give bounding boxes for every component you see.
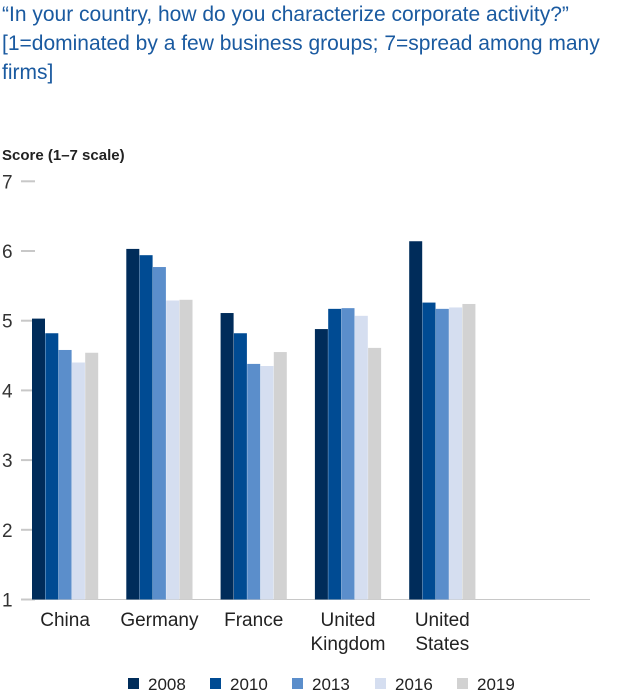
y-axis-label: Score (1–7 scale) bbox=[2, 147, 125, 164]
legend-swatch-2010 bbox=[210, 678, 221, 689]
bar-2010 bbox=[45, 333, 59, 600]
bar-2010 bbox=[422, 302, 436, 600]
category-label: Germany bbox=[120, 610, 199, 631]
bar-2019 bbox=[85, 352, 99, 600]
bar-2008 bbox=[32, 318, 45, 600]
category-label: France bbox=[224, 610, 283, 631]
bar-2008 bbox=[314, 329, 328, 600]
bar-2019 bbox=[462, 303, 476, 600]
legend-label: 2016 bbox=[395, 675, 433, 691]
y-tick-label: 5 bbox=[2, 312, 13, 333]
bar-2008 bbox=[409, 241, 423, 600]
bar-2019 bbox=[273, 352, 287, 600]
bar-2016 bbox=[449, 307, 463, 600]
legend-label: 2013 bbox=[312, 675, 350, 691]
category-label: Kingdom bbox=[311, 634, 386, 655]
bar-2013 bbox=[58, 349, 72, 600]
legend-swatch-2013 bbox=[292, 678, 303, 689]
category-label: China bbox=[40, 610, 90, 631]
y-tick-label: 2 bbox=[2, 521, 13, 542]
bar-2013 bbox=[341, 308, 355, 600]
bar-2019 bbox=[179, 299, 193, 600]
y-tick-label: 3 bbox=[2, 451, 13, 472]
legend-label: 2019 bbox=[477, 675, 515, 691]
y-tick-label: 4 bbox=[2, 381, 13, 402]
category-label: States bbox=[415, 634, 469, 655]
bar-2016 bbox=[71, 362, 85, 600]
bar-2008 bbox=[126, 248, 140, 600]
legend-label: 2010 bbox=[230, 675, 268, 691]
bar-2010 bbox=[139, 255, 153, 600]
bar-2008 bbox=[220, 313, 234, 600]
legend-swatch-2019 bbox=[457, 678, 468, 689]
legend-swatch-2016 bbox=[375, 678, 386, 689]
bar-2016 bbox=[166, 300, 180, 600]
bar-2013 bbox=[152, 267, 166, 600]
category-label: United bbox=[415, 610, 470, 631]
chart-title: “In your country, how do you characteriz… bbox=[2, 3, 600, 84]
bar-2013 bbox=[247, 363, 261, 600]
bar-2016 bbox=[260, 366, 274, 600]
y-tick-label: 1 bbox=[2, 591, 13, 612]
legend-label: 2008 bbox=[148, 675, 186, 691]
bar-2016 bbox=[354, 315, 368, 600]
bar-2019 bbox=[368, 347, 382, 600]
legend-swatch-2008 bbox=[128, 678, 139, 689]
bar-2010 bbox=[233, 333, 247, 600]
bar-2013 bbox=[435, 308, 449, 600]
y-tick-label: 6 bbox=[2, 242, 13, 263]
y-tick-label: 7 bbox=[2, 172, 13, 193]
category-label: United bbox=[321, 610, 376, 631]
bar-2010 bbox=[328, 308, 342, 600]
